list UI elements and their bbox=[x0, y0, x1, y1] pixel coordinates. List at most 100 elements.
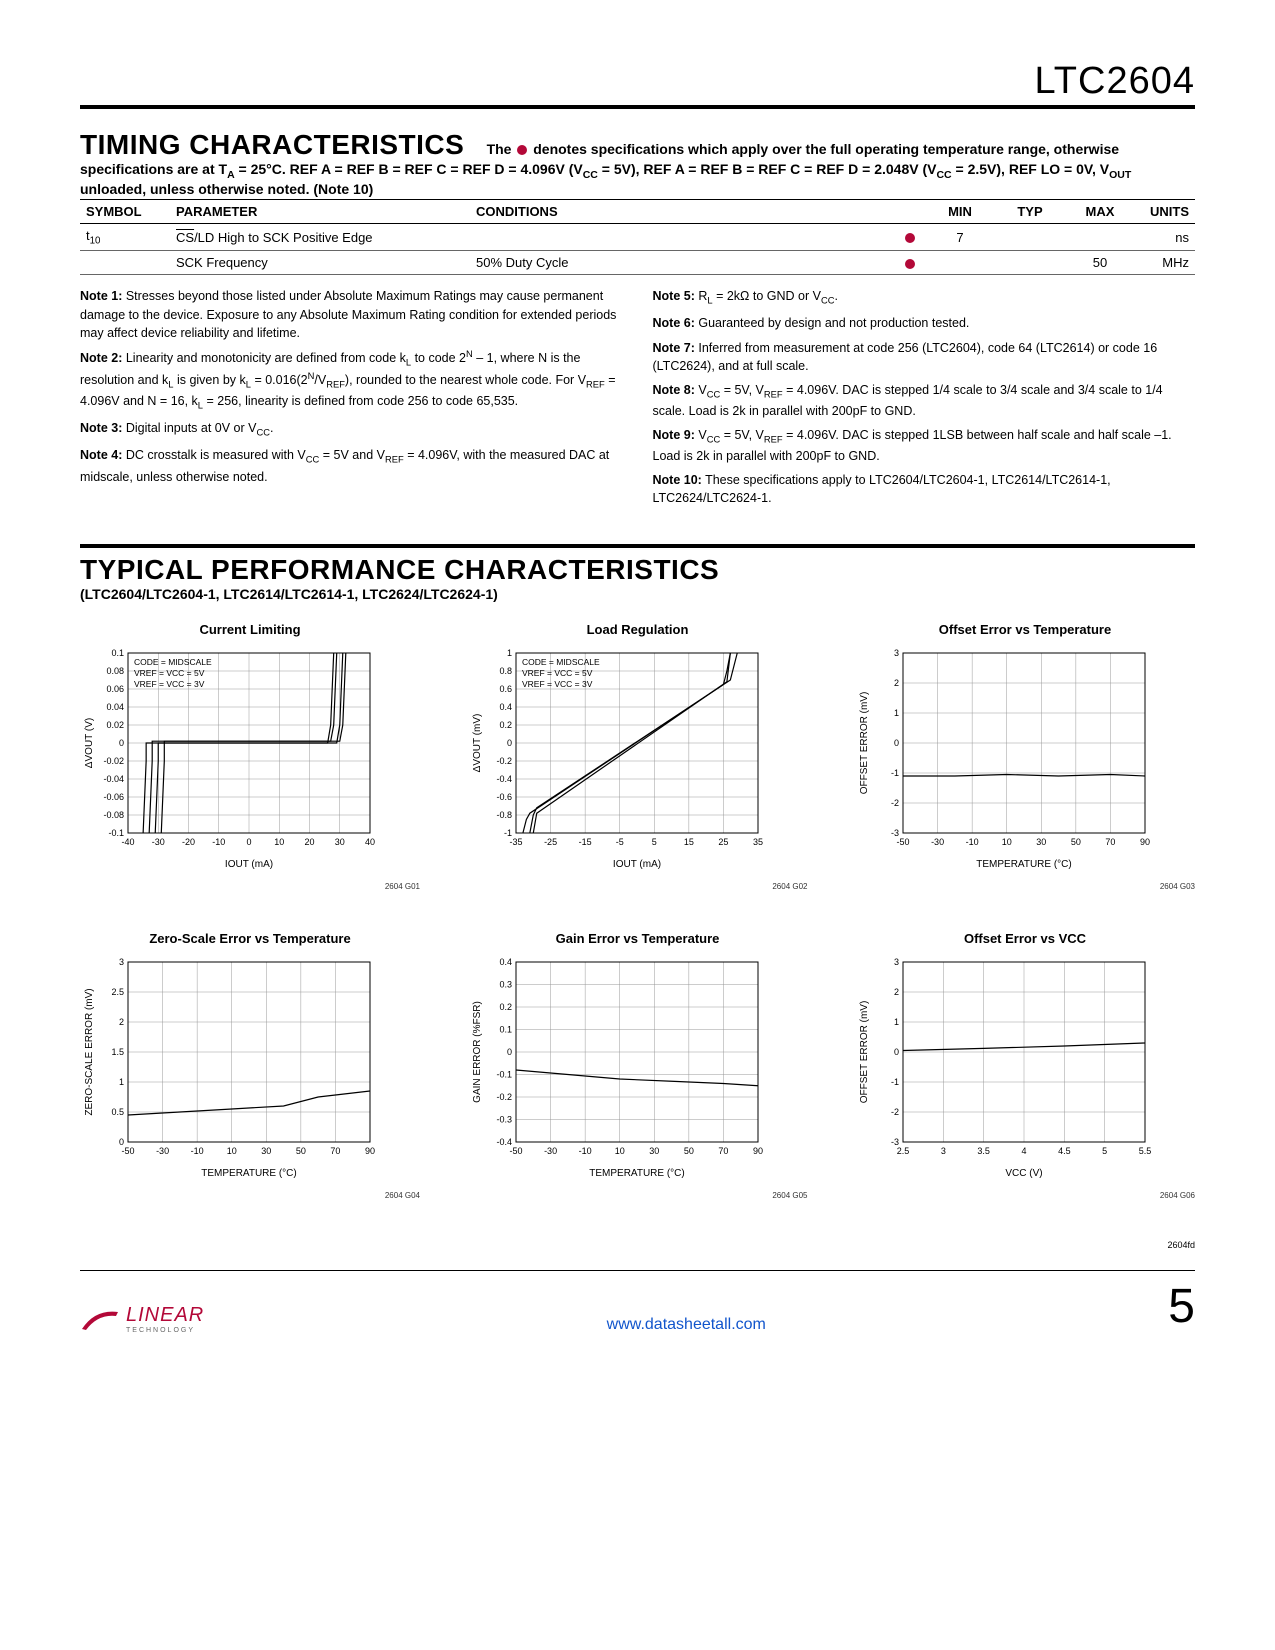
svg-text:-3: -3 bbox=[891, 1137, 899, 1147]
svg-text:1: 1 bbox=[894, 1017, 899, 1027]
svg-text:-35: -35 bbox=[509, 837, 522, 847]
chart-svg: -50-30-10103050709000.511.522.53TEMPERAT… bbox=[80, 952, 380, 1182]
svg-text:-0.1: -0.1 bbox=[496, 1069, 512, 1079]
svg-text:1: 1 bbox=[506, 648, 511, 658]
svg-text:70: 70 bbox=[718, 1146, 728, 1156]
svg-text:-1: -1 bbox=[503, 828, 511, 838]
spec-bullet-icon bbox=[517, 145, 527, 155]
svg-text:CODE = MIDSCALE: CODE = MIDSCALE bbox=[522, 657, 600, 667]
svg-text:1: 1 bbox=[119, 1077, 124, 1087]
notes-container: Note 1: Stresses beyond those listed und… bbox=[80, 287, 1195, 513]
svg-text:-10: -10 bbox=[191, 1146, 204, 1156]
svg-text:IOUT (mA): IOUT (mA) bbox=[612, 859, 660, 870]
svg-text:-10: -10 bbox=[212, 837, 225, 847]
svg-text:VCC (V): VCC (V) bbox=[1005, 1168, 1042, 1179]
svg-text:15: 15 bbox=[683, 837, 693, 847]
svg-text:-3: -3 bbox=[891, 828, 899, 838]
chart-box: Offset Error vs VCC2.533.544.555.5-3-2-1… bbox=[855, 931, 1195, 1200]
svg-text:-2: -2 bbox=[891, 1107, 899, 1117]
logo-swoosh-icon bbox=[80, 1304, 120, 1334]
svg-text:35: 35 bbox=[752, 837, 762, 847]
svg-text:2.5: 2.5 bbox=[111, 987, 124, 997]
svg-text:70: 70 bbox=[330, 1146, 340, 1156]
svg-text:-0.8: -0.8 bbox=[496, 810, 512, 820]
svg-text:-5: -5 bbox=[615, 837, 623, 847]
chart-id: 2604 G01 bbox=[80, 882, 420, 891]
svg-text:CODE = MIDSCALE: CODE = MIDSCALE bbox=[134, 657, 212, 667]
svg-text:25: 25 bbox=[718, 837, 728, 847]
svg-text:2: 2 bbox=[119, 1017, 124, 1027]
svg-text:-30: -30 bbox=[931, 837, 944, 847]
th-units: UNITS bbox=[1135, 199, 1195, 223]
charts-row: Current Limiting-40-30-20-10010203040-0.… bbox=[80, 622, 1195, 891]
footer: LINEAR TECHNOLOGY www.datasheetall.com 5 bbox=[80, 1270, 1195, 1334]
svg-text:1.5: 1.5 bbox=[111, 1047, 124, 1057]
svg-text:ΔVOUT (mV): ΔVOUT (mV) bbox=[472, 713, 483, 772]
chart-title: Load Regulation bbox=[468, 622, 808, 637]
svg-text:5: 5 bbox=[651, 837, 656, 847]
th-min: MIN bbox=[925, 199, 995, 223]
svg-text:-30: -30 bbox=[544, 1146, 557, 1156]
svg-text:-15: -15 bbox=[578, 837, 591, 847]
page-number: 5 bbox=[1168, 1279, 1195, 1334]
svg-text:3.5: 3.5 bbox=[977, 1146, 990, 1156]
svg-text:30: 30 bbox=[335, 837, 345, 847]
svg-text:0.2: 0.2 bbox=[499, 1002, 512, 1012]
svg-text:0: 0 bbox=[894, 738, 899, 748]
note-text: Note 9: VCC = 5V, VREF = 4.096V. DAC is … bbox=[653, 426, 1196, 465]
chart-title: Offset Error vs Temperature bbox=[855, 622, 1195, 637]
chart-id: 2604 G06 bbox=[855, 1191, 1195, 1200]
note-text: Note 8: VCC = 5V, VREF = 4.096V. DAC is … bbox=[653, 381, 1196, 420]
svg-text:2: 2 bbox=[894, 678, 899, 688]
chart-svg: -35-25-15-55152535-1-0.8-0.6-0.4-0.200.2… bbox=[468, 643, 768, 873]
svg-text:-0.04: -0.04 bbox=[103, 774, 124, 784]
svg-text:40: 40 bbox=[365, 837, 375, 847]
svg-text:70: 70 bbox=[1105, 837, 1115, 847]
svg-text:3: 3 bbox=[894, 957, 899, 967]
note-text: Note 3: Digital inputs at 0V or VCC. bbox=[80, 419, 623, 440]
chart-box: Load Regulation-35-25-15-55152535-1-0.8-… bbox=[468, 622, 808, 891]
th-parameter: PARAMETER bbox=[170, 199, 470, 223]
chart-box: Zero-Scale Error vs Temperature-50-30-10… bbox=[80, 931, 420, 1200]
chart-box: Gain Error vs Temperature-50-30-10103050… bbox=[468, 931, 808, 1200]
svg-text:VREF = VCC = 5V: VREF = VCC = 5V bbox=[522, 668, 593, 678]
note-text: Note 7: Inferred from measurement at cod… bbox=[653, 339, 1196, 375]
svg-text:OFFSET ERROR (mV): OFFSET ERROR (mV) bbox=[859, 1000, 870, 1103]
note-text: Note 5: RL = 2kΩ to GND or VCC. bbox=[653, 287, 1196, 308]
notes-left-col: Note 1: Stresses beyond those listed und… bbox=[80, 287, 623, 513]
svg-text:50: 50 bbox=[1071, 837, 1081, 847]
note-text: Note 6: Guaranteed by design and not pro… bbox=[653, 314, 1196, 332]
svg-text:-0.4: -0.4 bbox=[496, 1137, 512, 1147]
doc-code: 2604fd bbox=[80, 1240, 1195, 1250]
svg-text:0: 0 bbox=[119, 1137, 124, 1147]
footer-link[interactable]: www.datasheetall.com bbox=[204, 1316, 1168, 1334]
svg-text:ΔVOUT (V): ΔVOUT (V) bbox=[84, 717, 95, 767]
notes-right-col: Note 5: RL = 2kΩ to GND or VCC. Note 6: G… bbox=[653, 287, 1196, 513]
svg-text:50: 50 bbox=[683, 1146, 693, 1156]
svg-text:ZERO-SCALE ERROR (mV): ZERO-SCALE ERROR (mV) bbox=[84, 988, 95, 1115]
svg-text:0: 0 bbox=[246, 837, 251, 847]
svg-text:0.02: 0.02 bbox=[106, 720, 124, 730]
svg-text:VREF = VCC = 3V: VREF = VCC = 3V bbox=[134, 679, 205, 689]
logo-subtext: TECHNOLOGY bbox=[126, 1327, 204, 1334]
svg-text:TEMPERATURE (°C): TEMPERATURE (°C) bbox=[589, 1168, 684, 1179]
timing-heading-wrap: TIMING CHARACTERISTICS The denotes speci… bbox=[80, 129, 1195, 199]
chart-id: 2604 G02 bbox=[468, 882, 808, 891]
svg-text:10: 10 bbox=[227, 1146, 237, 1156]
svg-text:-0.2: -0.2 bbox=[496, 1092, 512, 1102]
svg-text:0.8: 0.8 bbox=[499, 666, 512, 676]
chart-box: Current Limiting-40-30-20-10010203040-0.… bbox=[80, 622, 420, 891]
table-row: t10CS/LD High to SCK Positive Edge7ns bbox=[80, 223, 1195, 251]
svg-text:TEMPERATURE (°C): TEMPERATURE (°C) bbox=[201, 1168, 296, 1179]
svg-text:IOUT (mA): IOUT (mA) bbox=[225, 859, 273, 870]
svg-text:0.5: 0.5 bbox=[111, 1107, 124, 1117]
svg-text:-0.4: -0.4 bbox=[496, 774, 512, 784]
svg-text:OFFSET ERROR (mV): OFFSET ERROR (mV) bbox=[859, 691, 870, 794]
svg-text:-10: -10 bbox=[578, 1146, 591, 1156]
chart-box: Offset Error vs Temperature-50-30-101030… bbox=[855, 622, 1195, 891]
svg-text:0: 0 bbox=[506, 738, 511, 748]
svg-text:2.5: 2.5 bbox=[897, 1146, 910, 1156]
svg-text:2: 2 bbox=[894, 987, 899, 997]
svg-text:90: 90 bbox=[1140, 837, 1150, 847]
charts-container: Current Limiting-40-30-20-10010203040-0.… bbox=[80, 622, 1195, 1200]
